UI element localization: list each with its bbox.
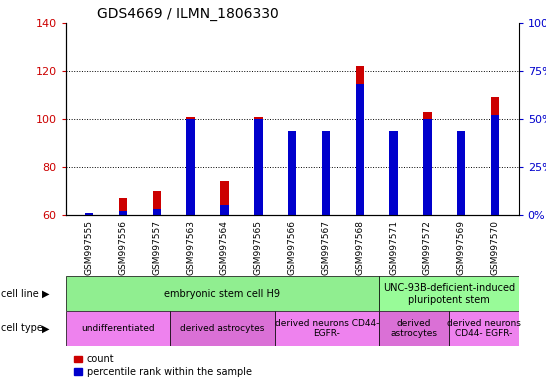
Text: GSM997565: GSM997565: [254, 220, 263, 275]
Text: cell type: cell type: [1, 323, 43, 333]
Text: GSM997556: GSM997556: [118, 220, 128, 275]
Text: GSM997566: GSM997566: [288, 220, 296, 275]
Bar: [119, 211, 127, 215]
Bar: [379, 311, 449, 346]
Bar: [152, 191, 161, 215]
Text: GDS4669 / ILMN_1806330: GDS4669 / ILMN_1806330: [97, 7, 279, 21]
Text: embryonic stem cell H9: embryonic stem cell H9: [164, 289, 281, 299]
Bar: [220, 205, 229, 215]
Text: GSM997563: GSM997563: [186, 220, 195, 275]
Text: GSM997557: GSM997557: [152, 220, 161, 275]
Bar: [457, 133, 465, 215]
Text: GSM997570: GSM997570: [490, 220, 500, 275]
Bar: [288, 136, 296, 215]
Text: derived neurons CD44-
EGFR-: derived neurons CD44- EGFR-: [275, 319, 379, 338]
Bar: [66, 311, 170, 346]
Bar: [186, 119, 195, 215]
Bar: [322, 133, 330, 215]
Bar: [379, 276, 519, 311]
Text: GSM997567: GSM997567: [322, 220, 330, 275]
Bar: [152, 209, 161, 215]
Text: ▶: ▶: [41, 289, 49, 299]
Bar: [170, 311, 275, 346]
Legend: count, percentile rank within the sample: count, percentile rank within the sample: [70, 351, 256, 381]
Text: undifferentiated: undifferentiated: [81, 324, 155, 333]
Bar: [389, 131, 398, 215]
Bar: [491, 98, 499, 215]
Text: derived astrocytes: derived astrocytes: [180, 324, 265, 333]
Bar: [85, 214, 93, 215]
Text: GSM997555: GSM997555: [85, 220, 94, 275]
Bar: [491, 115, 499, 215]
Text: GSM997564: GSM997564: [220, 220, 229, 275]
Bar: [389, 136, 398, 215]
Text: derived neurons
CD44- EGFR-: derived neurons CD44- EGFR-: [447, 319, 521, 338]
Bar: [254, 119, 263, 215]
Bar: [288, 131, 296, 215]
Bar: [322, 131, 330, 215]
Bar: [186, 117, 195, 215]
Bar: [355, 66, 364, 215]
Bar: [85, 213, 93, 215]
Text: UNC-93B-deficient-induced
pluripotent stem: UNC-93B-deficient-induced pluripotent st…: [383, 283, 515, 305]
Bar: [449, 311, 519, 346]
Text: cell line: cell line: [1, 289, 38, 299]
Text: GSM997569: GSM997569: [456, 220, 466, 275]
Text: GSM997571: GSM997571: [389, 220, 398, 275]
Bar: [254, 117, 263, 215]
Bar: [220, 181, 229, 215]
Bar: [355, 84, 364, 215]
Bar: [423, 112, 432, 215]
Bar: [275, 311, 379, 346]
Bar: [457, 131, 465, 215]
Text: ▶: ▶: [41, 323, 49, 333]
Bar: [66, 276, 379, 311]
Text: derived
astrocytes: derived astrocytes: [390, 319, 438, 338]
Bar: [119, 198, 127, 215]
Text: GSM997572: GSM997572: [423, 220, 432, 275]
Bar: [423, 119, 432, 215]
Text: GSM997568: GSM997568: [355, 220, 364, 275]
